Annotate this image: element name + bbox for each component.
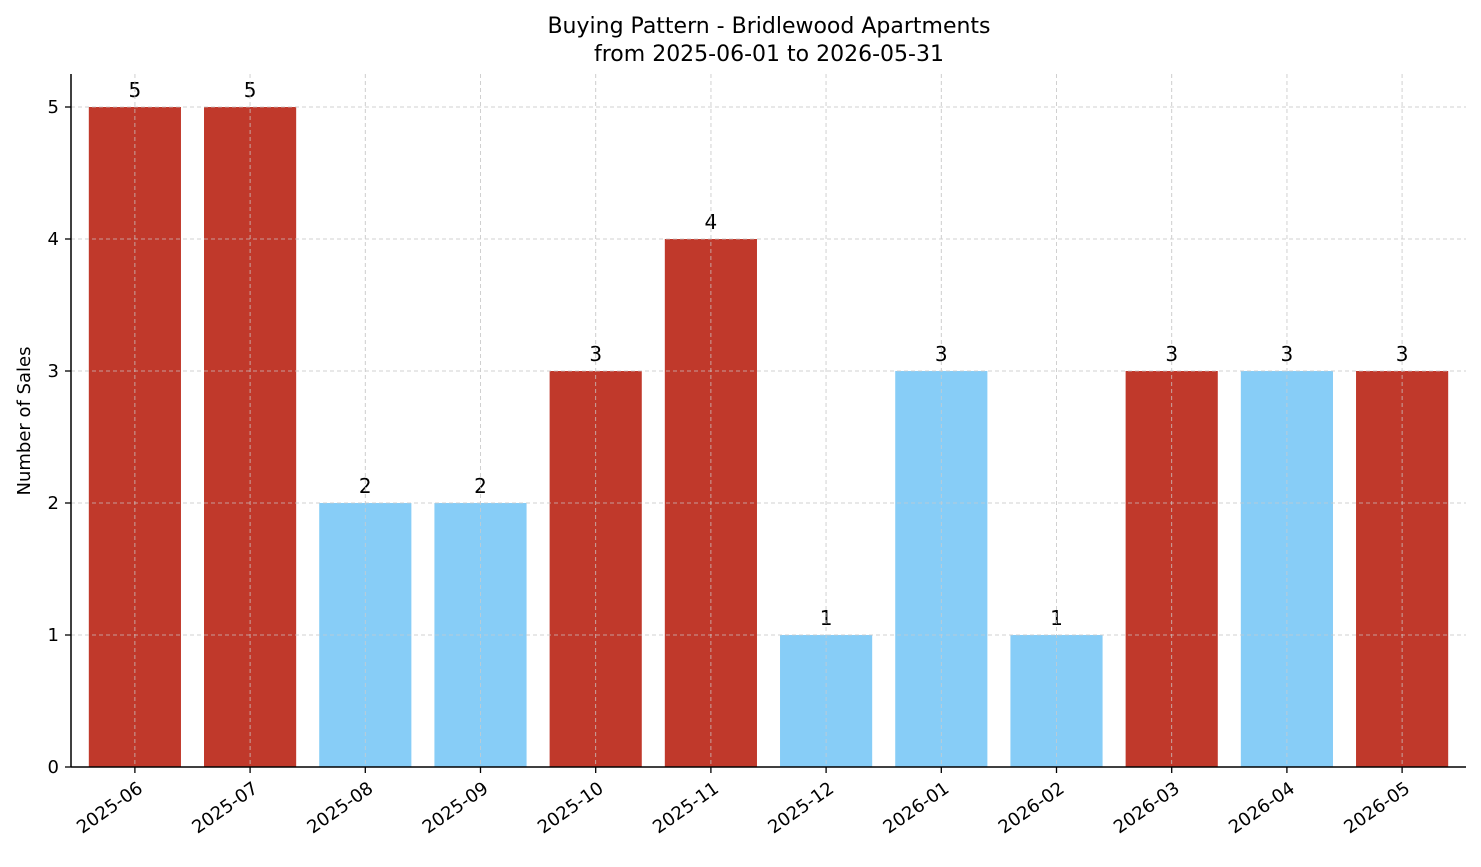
- x-tick-label: 2025-10: [534, 778, 608, 838]
- y-axis-label: Number of Sales: [14, 346, 35, 495]
- x-tick-label: 2025-12: [764, 778, 838, 838]
- x-tick-label: 2025-11: [649, 778, 723, 838]
- x-tick-label: 2026-03: [1110, 778, 1184, 838]
- bar-value-label: 2: [359, 474, 372, 498]
- chart-title: Buying Pattern - Bridlewood Apartments: [547, 14, 990, 39]
- x-tick-label: 2025-08: [304, 778, 378, 838]
- x-tick-label: 2026-01: [880, 778, 954, 838]
- x-tick-label: 2025-09: [419, 778, 493, 838]
- bar-value-label: 1: [1050, 606, 1063, 630]
- x-tick-label: 2025-06: [73, 778, 147, 838]
- x-tick-label: 2025-07: [188, 778, 262, 838]
- bar-2025-06: [88, 107, 181, 767]
- y-tick-label: 2: [48, 493, 59, 514]
- x-tick-label: 2026-02: [995, 778, 1069, 838]
- bar-2025-07: [204, 107, 297, 767]
- bar-value-label: 2: [474, 474, 487, 498]
- x-tick-label: 2026-05: [1340, 778, 1414, 838]
- y-tick-label: 5: [48, 97, 59, 118]
- x-tick-label: 2026-04: [1225, 778, 1299, 838]
- chart-subtitle: from 2025-06-01 to 2026-05-31: [594, 42, 944, 67]
- y-tick-label: 0: [48, 757, 59, 778]
- y-tick-label: 3: [48, 361, 59, 382]
- bar-value-label: 1: [820, 606, 833, 630]
- y-tick-label: 4: [48, 229, 59, 250]
- y-tick-label: 1: [48, 625, 59, 646]
- bars-layer: [88, 107, 1449, 767]
